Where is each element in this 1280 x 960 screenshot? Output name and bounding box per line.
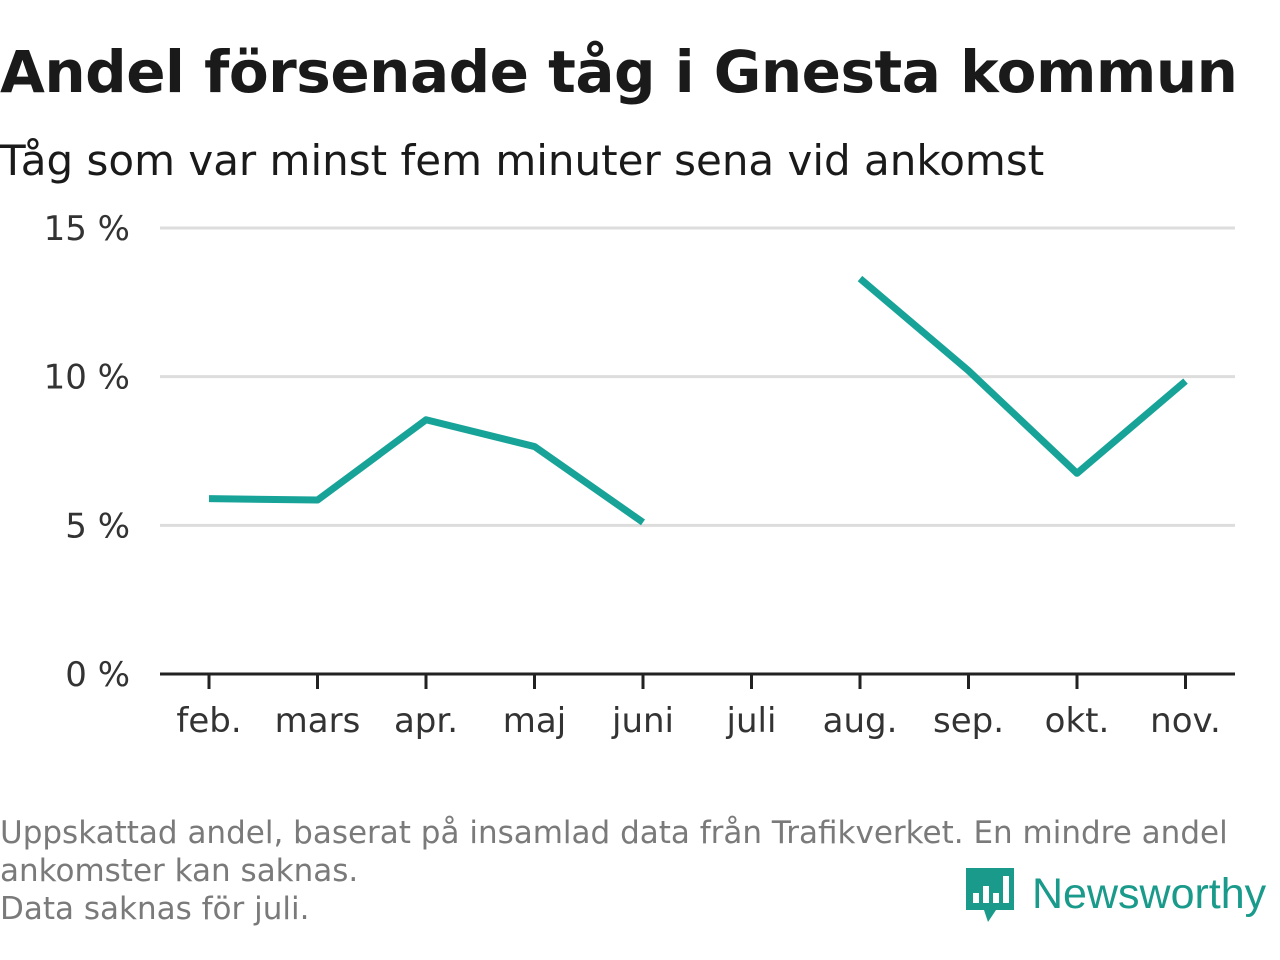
x-tick-label: juni [611,701,674,741]
chart-title: Andel försenade tåg i Gnesta kommun [0,38,1238,106]
x-tick-label: feb. [176,701,241,741]
x-tick-label: aug. [823,701,898,741]
series-line-segment [857,275,1188,477]
line-chart: 0 % 5 % 10 % 15 % feb. mars apr. maj juni juli au… [44,209,1235,741]
footer-note-line: Data saknas för juli. [0,891,310,927]
y-tick-label: 15 % [44,209,130,249]
gridlines [160,226,1235,527]
y-axis-tick-labels: 0 % 5 % 10 % 15 % [44,209,130,695]
y-tick-label: 0 % [65,655,130,695]
x-tick-label: mars [275,701,361,741]
x-tick-label: nov. [1150,701,1221,741]
footer-notes: Uppskattad andel, baserat på insamlad da… [0,814,1270,928]
x-axis-tick-labels: feb. mars apr. maj juni juli aug. sep. okt. nov. [176,674,1221,741]
brand-name: Newsworthy [1032,869,1267,918]
newsworthy-logo-icon [966,868,1014,922]
series-line-segment [208,416,646,526]
x-tick-label: sep. [933,701,1004,741]
x-tick-label: maj [503,701,566,741]
footer-note-line: ankomster kan saknas. [0,853,359,889]
x-tick-label: juli [726,701,777,741]
series-lines [208,275,1188,526]
chart-subtitle: Tåg som var minst fem minuter sena vid a… [0,136,1045,185]
y-tick-label: 10 % [44,358,130,398]
x-tick-label: apr. [394,701,458,741]
footer-note-line: Uppskattad andel, baserat på insamlad da… [0,815,1228,851]
y-tick-label: 5 % [65,506,130,546]
brand-logo: Newsworthy [964,862,1266,926]
x-tick-label: okt. [1045,701,1110,741]
